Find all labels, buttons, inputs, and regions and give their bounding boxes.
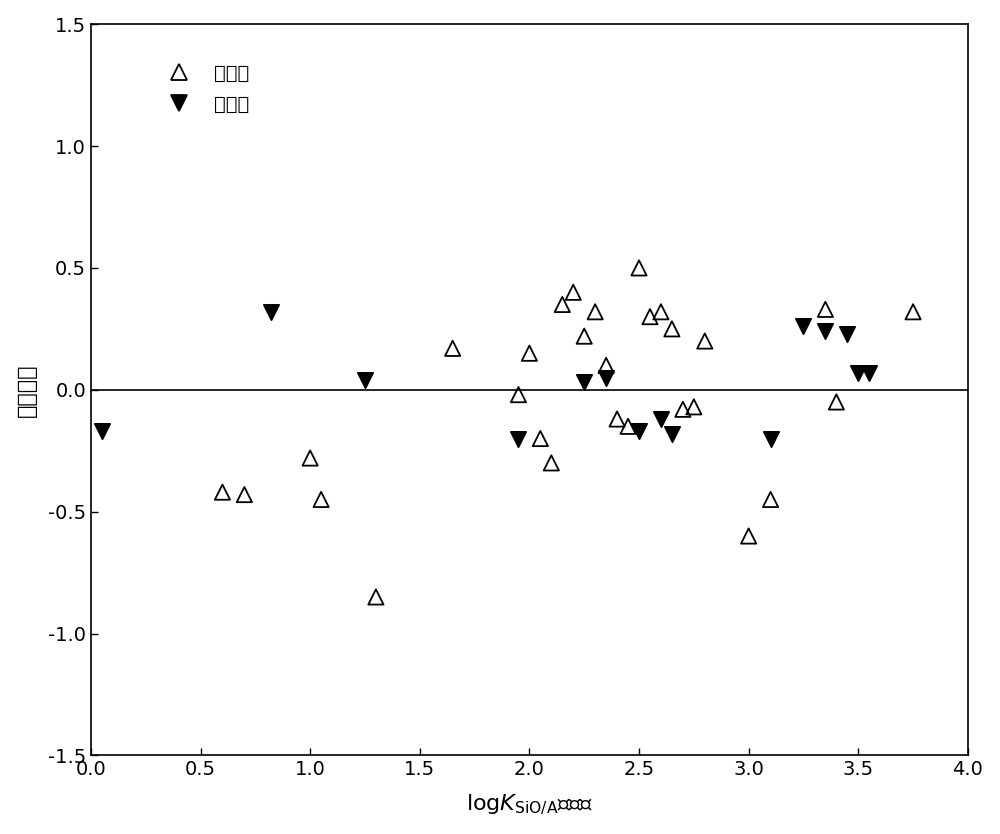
- Point: [543, 456, 559, 470]
- Point: [576, 329, 592, 343]
- Point: [763, 493, 779, 506]
- Point: [686, 400, 702, 414]
- Point: [795, 319, 811, 333]
- Point: [828, 395, 844, 409]
- Point: [763, 432, 779, 445]
- Point: [609, 412, 625, 425]
- Point: [905, 305, 921, 319]
- Point: [631, 261, 647, 274]
- Point: [642, 310, 658, 324]
- Point: [368, 590, 384, 604]
- Point: [741, 530, 757, 543]
- Point: [587, 305, 603, 319]
- Point: [554, 298, 570, 311]
- Point: [664, 322, 680, 335]
- Point: [510, 432, 526, 445]
- Point: [598, 371, 614, 384]
- Point: [357, 374, 373, 387]
- Point: [675, 403, 691, 416]
- Point: [313, 493, 329, 506]
- Point: [565, 285, 581, 299]
- Legend: 训练集, 验证集: 训练集, 验证集: [144, 48, 265, 129]
- Point: [532, 432, 548, 445]
- Point: [817, 324, 833, 338]
- Point: [620, 420, 636, 433]
- Point: [653, 412, 669, 425]
- Point: [697, 334, 713, 348]
- Point: [631, 425, 647, 438]
- X-axis label: log$\mathit{K}_{\rm SiO/A}$实验値: log$\mathit{K}_{\rm SiO/A}$实验値: [466, 793, 593, 817]
- Point: [445, 342, 461, 355]
- Y-axis label: 预测误差: 预测误差: [17, 363, 37, 416]
- Point: [94, 425, 110, 438]
- Point: [214, 485, 230, 499]
- Point: [653, 305, 669, 319]
- Point: [850, 366, 866, 379]
- Point: [839, 327, 855, 340]
- Point: [817, 303, 833, 316]
- Point: [302, 451, 318, 465]
- Point: [576, 376, 592, 389]
- Point: [263, 305, 279, 319]
- Point: [664, 427, 680, 440]
- Point: [521, 347, 537, 360]
- Point: [510, 388, 526, 401]
- Point: [598, 359, 614, 372]
- Point: [236, 488, 252, 501]
- Point: [861, 366, 877, 379]
